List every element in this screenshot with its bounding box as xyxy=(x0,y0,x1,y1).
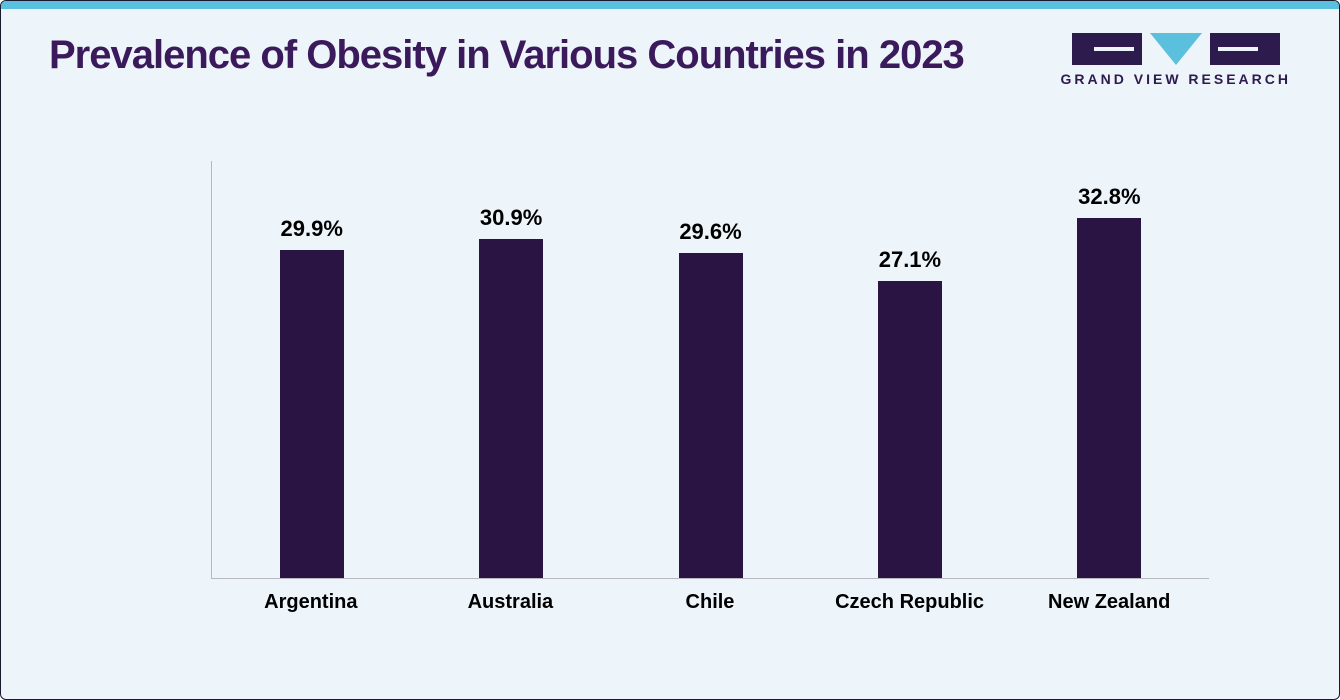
bar-slot: 27.1% xyxy=(810,161,1009,578)
brand-logo: GRAND VIEW RESEARCH xyxy=(1061,33,1291,87)
category-label: Australia xyxy=(411,579,611,629)
logo-icon xyxy=(1072,33,1280,65)
value-label: 29.9% xyxy=(281,216,343,242)
header: Prevalence of Obesity in Various Countri… xyxy=(1,9,1339,87)
category-label: Chile xyxy=(610,579,810,629)
bar-slot: 29.6% xyxy=(611,161,810,578)
bar-slot: 32.8% xyxy=(1010,161,1209,578)
bar-chart: 29.9% 30.9% 29.6% 27.1% 32.8% ArgentinaAustr… xyxy=(211,161,1209,629)
bar-slot: 29.9% xyxy=(212,161,411,578)
bar xyxy=(280,250,344,578)
category-label: Argentina xyxy=(211,579,411,629)
chart-card: Prevalence of Obesity in Various Countri… xyxy=(0,0,1340,700)
value-label: 30.9% xyxy=(480,205,542,231)
x-axis: ArgentinaAustraliaChileCzech RepublicNew… xyxy=(211,579,1209,629)
value-label: 29.6% xyxy=(679,219,741,245)
logo-text: GRAND VIEW RESEARCH xyxy=(1061,71,1291,87)
bar xyxy=(679,253,743,578)
value-label: 27.1% xyxy=(879,247,941,273)
value-label: 32.8% xyxy=(1078,184,1140,210)
bar xyxy=(479,239,543,578)
logo-shape-left xyxy=(1072,33,1142,65)
plot-area: 29.9% 30.9% 29.6% 27.1% 32.8% xyxy=(211,161,1209,579)
bar-slot: 30.9% xyxy=(411,161,610,578)
accent-bar xyxy=(1,1,1339,9)
logo-shape-right xyxy=(1210,33,1280,65)
category-label: New Zealand xyxy=(1009,579,1209,629)
bar xyxy=(1077,218,1141,578)
chart-title: Prevalence of Obesity in Various Countri… xyxy=(49,33,964,78)
bar xyxy=(878,281,942,578)
category-label: Czech Republic xyxy=(810,579,1010,629)
logo-shape-triangle xyxy=(1150,33,1202,65)
